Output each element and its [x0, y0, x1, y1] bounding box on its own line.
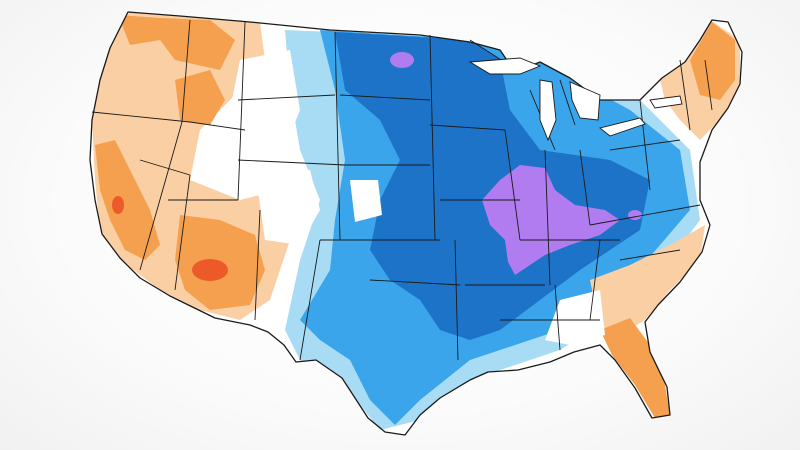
warm-extreme-arizona-spot — [192, 259, 228, 281]
warm-medium-northeast-zone — [690, 22, 735, 100]
country-outline — [89, 11, 743, 436]
lake-michigan — [539, 79, 557, 142]
lake-huron — [569, 81, 601, 121]
warm-medium-west-zone — [118, 15, 235, 70]
warm-extreme-california-spot — [112, 196, 124, 214]
great-lakes — [468, 57, 683, 142]
neutral-rockies-pocket — [230, 50, 300, 160]
lake-ontario — [649, 95, 683, 109]
neutral-kansas-pocket — [350, 180, 382, 222]
lake-erie — [599, 117, 646, 137]
cold-extreme-spot-north — [390, 52, 414, 68]
neutral-colorado-pocket — [255, 170, 320, 245]
cold-extreme-zone — [482, 165, 620, 275]
cold-strong-zone — [335, 32, 650, 340]
lake-superior — [468, 57, 542, 75]
warm-light-southeast-zone — [590, 225, 705, 335]
neutral-southeast-pocket — [545, 290, 605, 345]
anomaly-fields — [92, 12, 740, 430]
warm-medium-florida-zone — [600, 318, 670, 418]
cold-extreme-spot-east — [628, 210, 642, 220]
warm-medium-california-zone — [95, 140, 160, 260]
warm-medium-oregon-zone — [175, 70, 225, 125]
state-borders — [91, 19, 713, 361]
